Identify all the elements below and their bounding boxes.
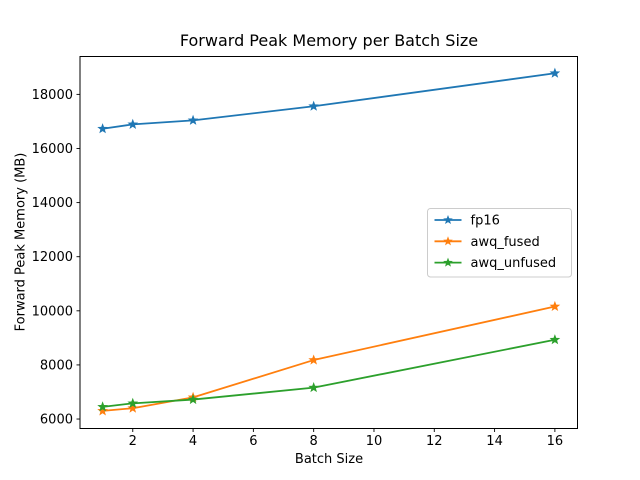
y-tick-label: 18000 <box>32 88 73 103</box>
legend-box <box>427 208 572 278</box>
data-point-marker-awq_unfused <box>187 393 199 405</box>
data-point-marker-fp16 <box>127 118 139 129</box>
y-tick-label: 14000 <box>32 196 73 211</box>
x-tick-label: 16 <box>547 434 564 449</box>
plot-border <box>79 56 578 429</box>
legend-label: awq_unfused <box>471 256 557 271</box>
x-tick-label: 12 <box>426 434 443 449</box>
y-tick-label: 16000 <box>32 142 73 157</box>
legend-marker <box>443 215 453 225</box>
x-tick-label: 2 <box>129 434 137 449</box>
series-line-awq_unfused <box>102 338 556 408</box>
x-tick-label: 8 <box>310 434 318 449</box>
series-line-fp16 <box>102 72 556 130</box>
data-point-marker-awq_fused <box>127 402 139 413</box>
legend-label: awq_fused <box>471 235 540 250</box>
chart-title: Forward Peak Memory per Batch Size <box>179 31 479 50</box>
legend-marker <box>443 236 453 246</box>
y-axis-label: Forward Peak Memory (MB) <box>13 152 29 332</box>
x-tick-label: 6 <box>249 434 257 449</box>
y-tick-label: 12000 <box>32 250 73 265</box>
series-line-awq_fused <box>102 305 556 412</box>
x-tick-label: 14 <box>486 434 503 449</box>
x-axis-label: Batch Size <box>294 452 364 467</box>
legend-label: fp16 <box>471 214 500 229</box>
x-tick-label: 10 <box>366 434 383 449</box>
y-tick-label: 6000 <box>40 413 73 428</box>
data-point-marker-awq_unfused <box>549 334 561 345</box>
data-point-marker-fp16 <box>308 100 319 111</box>
y-tick-label: 8000 <box>40 358 73 373</box>
legend-marker <box>443 257 453 267</box>
y-tick-label: 10000 <box>32 304 73 319</box>
data-point-marker-awq_unfused <box>97 401 108 412</box>
data-point-marker-fp16 <box>549 67 561 78</box>
data-point-marker-awq_fused <box>549 300 561 312</box>
data-point-marker-awq_unfused <box>127 397 139 408</box>
data-point-marker-awq_unfused <box>308 382 319 393</box>
data-point-marker-awq_fused <box>308 354 319 365</box>
data-point-marker-awq_fused <box>97 405 108 416</box>
data-point-marker-fp16 <box>187 114 199 125</box>
data-point-marker-fp16 <box>97 123 108 134</box>
x-tick-label: 4 <box>189 434 197 449</box>
